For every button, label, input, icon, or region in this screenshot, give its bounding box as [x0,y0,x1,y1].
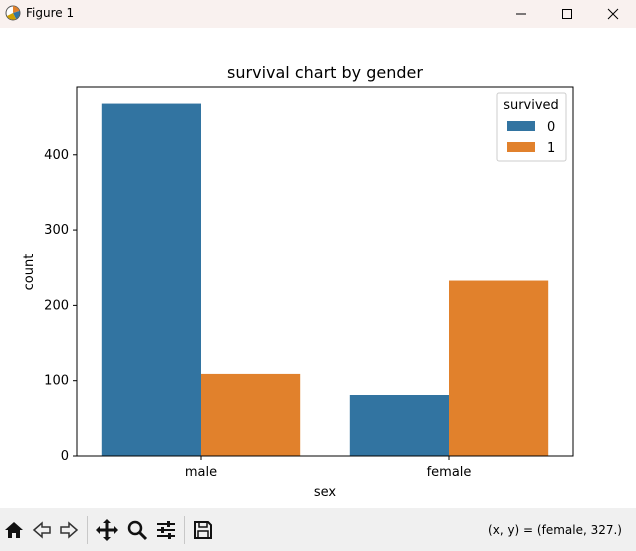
legend-swatch-1 [507,142,535,152]
chart-title: survival chart by gender [227,63,423,82]
close-icon [607,8,619,20]
bar-chart: survival chart by gender 0 100 200 300 400 m… [22,63,574,500]
toolbar-separator [184,516,185,544]
bar-male-survived-0 [101,103,201,456]
y-tick-label: 0 [61,449,69,464]
x-axis-label: sex [314,485,337,500]
home-icon [5,522,23,538]
y-axis-label: count [22,254,37,291]
legend-label-0: 0 [547,120,555,135]
back-button[interactable] [28,516,56,544]
configure-subplots-icon [157,521,175,539]
navigation-toolbar: (x, y) = (female, 327.) [0,508,636,551]
home-button[interactable] [0,516,28,544]
y-tick-label: 100 [44,374,69,389]
plot-area-frame [76,86,574,457]
pan-icon [96,519,118,541]
bar-female-survived-0 [349,395,449,456]
forward-icon [60,521,79,539]
window-title: Figure 1 [26,6,75,20]
close-button[interactable] [590,0,636,28]
legend-swatch-0 [507,121,535,131]
cursor-coordinates: (x, y) = (female, 327.) [488,523,622,537]
window-titlebar: Figure 1 [0,0,636,28]
zoom-icon [127,520,148,541]
forward-button[interactable] [55,516,83,544]
legend-title: survived [503,98,559,113]
legend-label-1: 1 [547,141,555,156]
configure-subplots-button[interactable] [152,516,180,544]
pan-button[interactable] [93,516,121,544]
matplotlib-icon [5,5,21,21]
toolbar-separator [87,516,88,544]
y-tick-label: 300 [44,223,69,238]
zoom-button[interactable] [123,516,151,544]
bar-female-survived-1 [449,280,549,456]
figure-canvas[interactable]: survival chart by gender 0 100 200 300 400 m… [0,28,636,508]
maximize-icon [562,9,572,19]
save-icon [194,521,212,539]
bar-male-survived-1 [201,373,301,456]
legend: survived 0 1 [496,92,567,162]
y-tick-label: 400 [44,148,69,163]
maximize-button[interactable] [544,0,590,28]
save-button[interactable] [189,516,217,544]
minimize-button[interactable] [498,0,544,28]
y-tick-label: 200 [44,298,69,313]
x-tick-label: female [427,465,472,480]
x-tick-label: male [185,465,217,480]
back-icon [32,521,51,539]
minimize-icon [516,13,526,15]
